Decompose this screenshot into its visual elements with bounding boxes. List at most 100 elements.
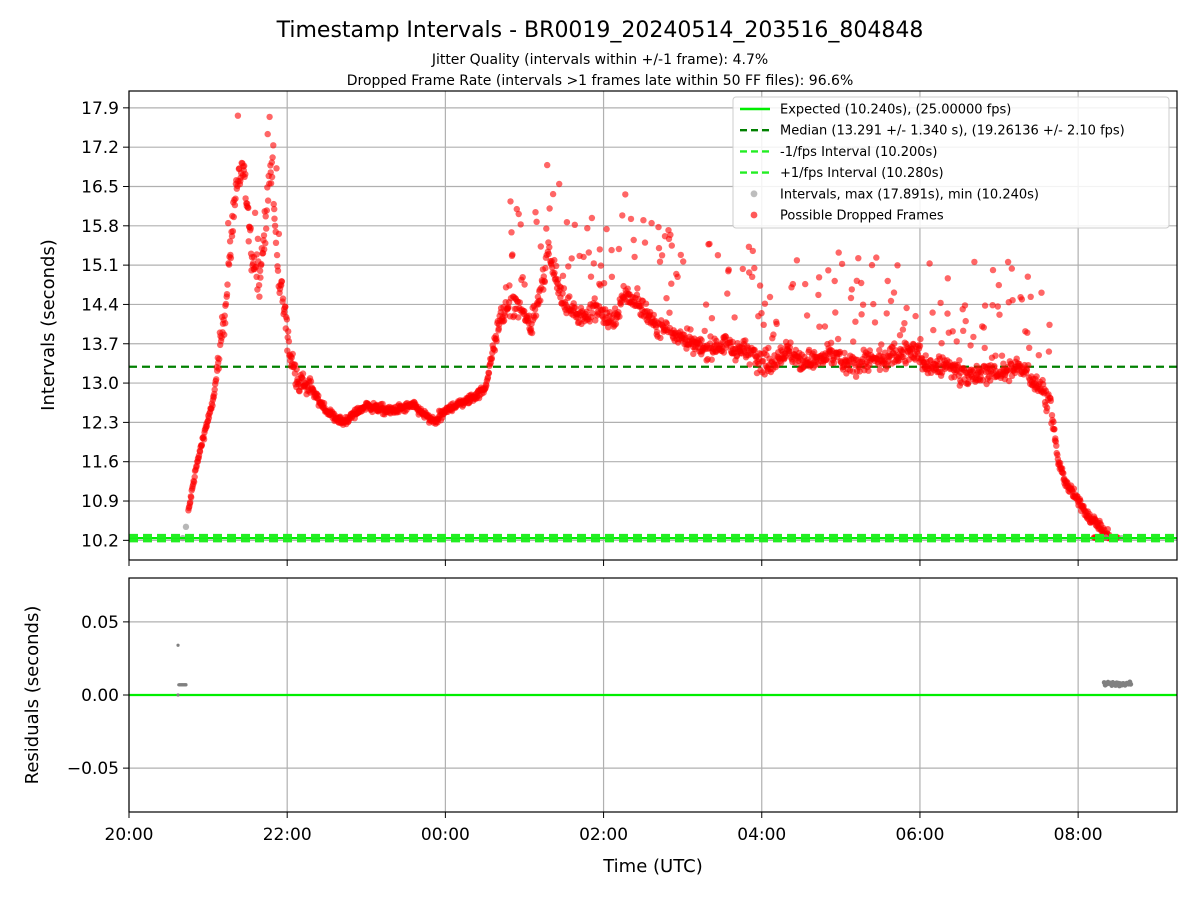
chart-title: Timestamp Intervals - BR0019_20240514_20… (276, 18, 924, 43)
dropped-frame-point (855, 255, 862, 262)
dropped-frame-point (650, 311, 657, 319)
dropped-frame-point (1056, 459, 1064, 467)
dropped-frame-point (1048, 412, 1056, 419)
dropped-frame-point (831, 277, 838, 285)
dropped-frame-point (631, 253, 638, 261)
dropped-frame-point (263, 225, 270, 232)
dropped-frame-point (1018, 296, 1026, 303)
dropped-frame-point (549, 190, 557, 198)
dropped-frame-point (565, 263, 572, 270)
dropped-frame-point (980, 324, 987, 331)
dropped-frame-point (571, 221, 578, 228)
top-y-tick-label: 11.6 (81, 453, 119, 473)
dropped-frame-point (563, 219, 571, 226)
dropped-frame-point (994, 303, 1001, 310)
dropped-frame-point (566, 293, 573, 300)
dropped-frame-point (841, 349, 848, 357)
dropped-frame-point (229, 228, 237, 235)
dropped-frame-point (213, 376, 220, 383)
bottom-plot-points (176, 643, 1134, 697)
bottom-y-tick-label: 0.00 (81, 686, 119, 706)
dropped-frame-point (222, 320, 229, 327)
legend-box (732, 96, 1170, 229)
dropped-frame-point (537, 297, 544, 304)
dropped-frame-point (878, 341, 885, 348)
dropped-frame-point (273, 165, 280, 172)
dropped-frame-point (680, 258, 687, 265)
dropped-frame-point (967, 342, 974, 349)
top-y-tick-label: 13.7 (81, 335, 119, 355)
dropped-frame-point (196, 448, 204, 455)
dropped-frame-point (283, 316, 291, 323)
x-axis-label: Time (UTC) (602, 856, 703, 877)
dropped-frame-point (1004, 258, 1012, 266)
dropped-frame-point (541, 278, 548, 286)
dropped-frame-point (272, 239, 280, 246)
dropped-frame-point (926, 260, 933, 267)
dropped-frame-point (827, 339, 835, 346)
dropped-frame-point (655, 223, 662, 231)
dropped-frame-point (887, 297, 895, 305)
dropped-frame-point (515, 210, 522, 218)
top-y-tick-label: 10.2 (81, 531, 119, 551)
top-plot-frame (128, 90, 1178, 561)
dropped-frame-point (981, 302, 989, 309)
dropped-frame-point (917, 335, 924, 343)
dropped-frame-point (756, 282, 764, 289)
dropped-frame-point (285, 338, 293, 345)
top-y-tick-label: 17.9 (81, 99, 119, 119)
dropped-frame-point (930, 326, 937, 334)
dropped-frame-point (996, 311, 1003, 318)
dropped-frame-point (262, 240, 269, 247)
dropped-frame-point (787, 339, 794, 346)
dropped-frame-point (580, 253, 587, 261)
dropped-frame-point (515, 314, 522, 321)
dropped-frame-point (228, 232, 236, 240)
dropped-frame-point (222, 300, 230, 308)
top-y-tick-label: 13.0 (81, 374, 119, 394)
dropped-frame-point (953, 338, 960, 345)
dropped-frame-point (591, 295, 598, 302)
dropped-frame-point (532, 312, 540, 319)
dropped-frame-point (876, 366, 884, 373)
dropped-frame-point (572, 304, 579, 311)
dropped-frame-point (1027, 293, 1034, 300)
dropped-frame-point (876, 347, 883, 354)
dropped-frame-point (961, 302, 969, 309)
dropped-frame-point (706, 240, 713, 248)
top-y-tick-label: 10.9 (81, 492, 119, 512)
dropped-frame-point (597, 262, 605, 269)
dropped-frame-point (603, 225, 610, 233)
dropped-frame-point (749, 247, 756, 255)
x-tick-label: 04:00 (737, 825, 786, 845)
dropped-frame-point (648, 219, 655, 227)
dropped-frame-point (257, 274, 264, 281)
x-tick-label: 00:00 (421, 825, 470, 845)
dropped-frame-point (266, 113, 273, 121)
dropped-frame-point (962, 317, 969, 325)
dropped-frame-point (766, 293, 774, 301)
dropped-frame-point (1000, 360, 1007, 367)
residual-point (184, 683, 188, 687)
dropped-frame-point (267, 180, 275, 187)
dropped-frame-point (938, 340, 945, 347)
dropped-frame-point (221, 312, 228, 319)
dropped-frame-point (965, 379, 972, 386)
legend-label: Possible Dropped Frames (780, 209, 944, 224)
dropped-frame-point (739, 265, 746, 273)
dropped-frame-point (568, 255, 575, 262)
dropped-frame-point (275, 230, 283, 238)
dropped-frame-point (271, 222, 279, 229)
dropped-frame-point (187, 499, 194, 506)
bottom-plot-frame (128, 577, 1178, 813)
dropped-frame-point (802, 280, 809, 288)
dropped-frame-point (622, 191, 629, 198)
dropped-frame-point (745, 243, 753, 250)
dropped-frame-point (262, 213, 269, 220)
dropped-frame-point (944, 275, 951, 282)
dropped-frame-point (191, 473, 198, 481)
dropped-frame-point (1043, 404, 1051, 412)
dropped-frame-point (1024, 273, 1032, 280)
x-tick-label: 06:00 (895, 825, 944, 845)
